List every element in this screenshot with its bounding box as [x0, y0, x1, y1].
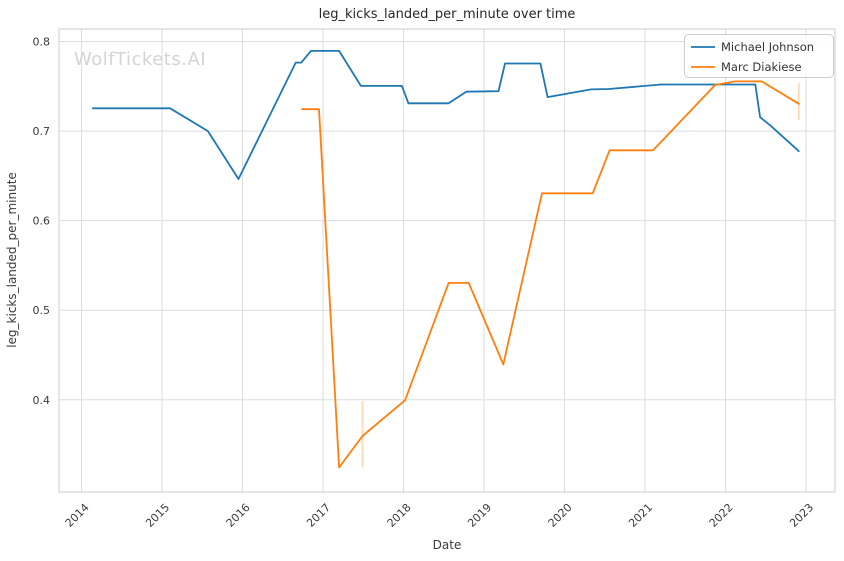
- y-tick-label: 0.8: [33, 36, 51, 49]
- watermark: WolfTickets.AI: [74, 49, 206, 70]
- plot-border: [58, 28, 836, 493]
- x-tick-label: 2018: [385, 501, 414, 530]
- x-tick-label: 2022: [707, 501, 736, 530]
- legend-label-1: Marc Diakiese: [721, 60, 802, 74]
- x-tick-label: 2016: [224, 501, 253, 530]
- legend: Michael Johnson Marc Diakiese: [684, 34, 834, 78]
- chart-title: leg_kicks_landed_per_minute over time: [319, 7, 576, 22]
- legend-box: [684, 34, 834, 78]
- x-tick-label: 2019: [465, 501, 494, 530]
- series-line: [301, 80, 800, 469]
- x-tick-label: 2015: [143, 501, 172, 530]
- error-bars: [361, 83, 800, 468]
- y-tick-labels: 0.4 0.5 0.6 0.7 0.8: [33, 36, 51, 407]
- x-tick-label: 2014: [63, 501, 92, 530]
- y-tick-label: 0.7: [33, 125, 51, 138]
- legend-label-0: Michael Johnson: [721, 40, 814, 54]
- x-tick-label: 2023: [787, 501, 816, 530]
- x-tick-label: 2020: [546, 501, 575, 530]
- x-axis-label: Date: [433, 538, 462, 552]
- series-line: [91, 50, 800, 180]
- x-tick-label: 2017: [304, 501, 333, 530]
- x-tick-label: 2021: [626, 501, 655, 530]
- y-axis-label: leg_kicks_landed_per_minute: [5, 172, 19, 348]
- x-tick-labels: 2014 2015 2016 2017 2018 2019 2020 2021 2022 2023: [63, 501, 816, 530]
- y-tick-label: 0.5: [33, 304, 51, 317]
- gridlines: [59, 29, 835, 492]
- y-tick-label: 0.6: [33, 215, 51, 228]
- series-lines: [91, 50, 800, 469]
- y-tick-label: 0.4: [33, 394, 51, 407]
